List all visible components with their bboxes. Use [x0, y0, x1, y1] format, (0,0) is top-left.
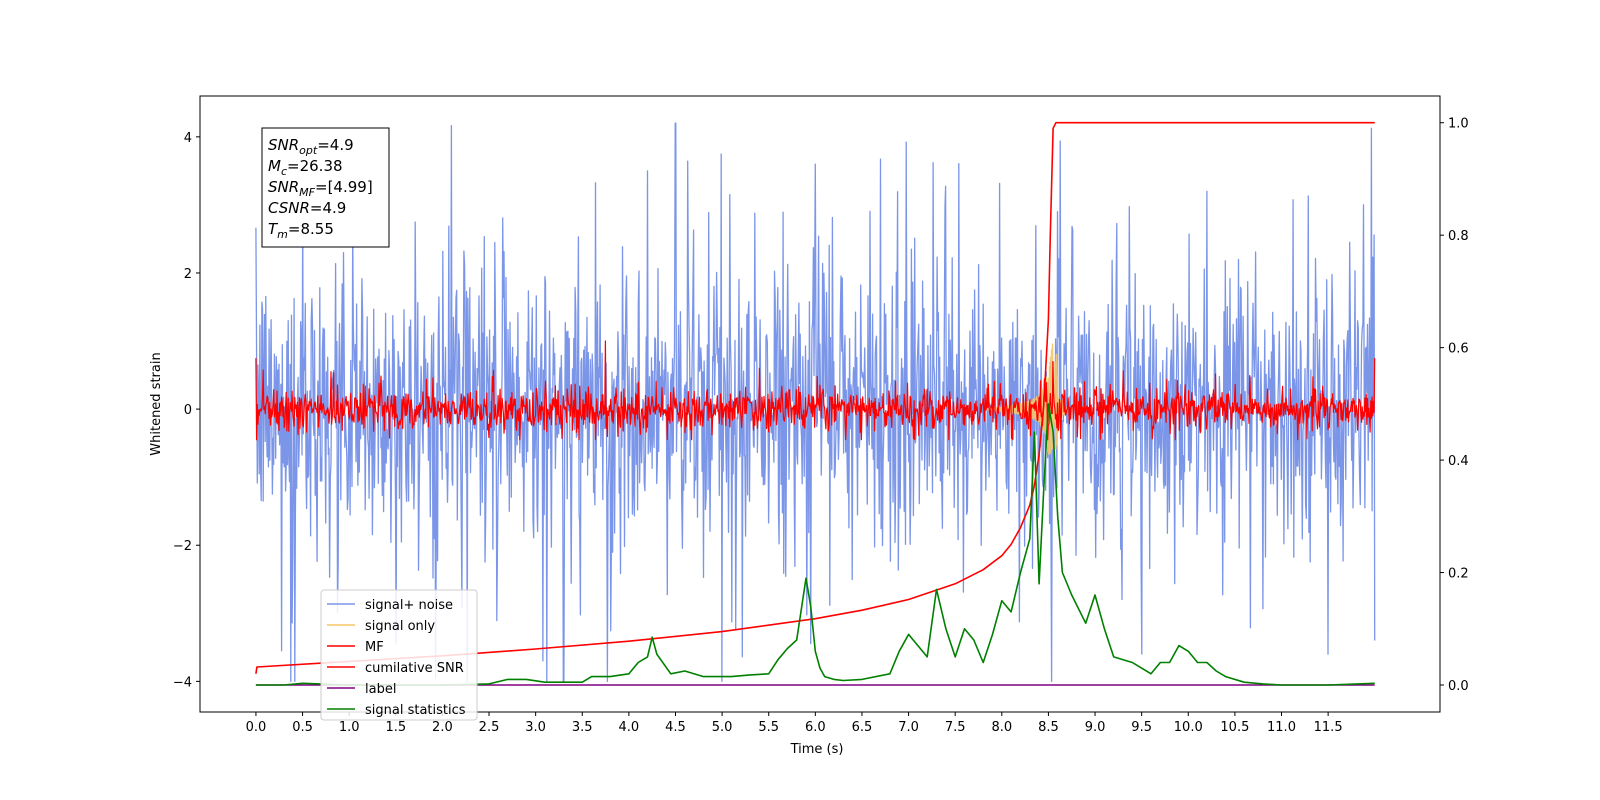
info-symbol: SNR: [268, 178, 299, 196]
legend-label-signal-only: signal only: [365, 619, 435, 634]
y-tick-label: −4: [173, 675, 192, 690]
info-value: =4.9: [317, 136, 353, 154]
legend-frame: [320, 589, 478, 721]
legend: signal+ noise signal only MF cumilative SNR…: [320, 589, 478, 721]
info-subscript: opt: [299, 144, 318, 157]
info-symbol: SNR: [268, 136, 299, 154]
info-line: SNRMF=[4.99]: [268, 178, 373, 199]
x-tick-label: 1.5: [385, 720, 406, 735]
info-subscript: MF: [299, 186, 315, 199]
y2-tick-label: 1.0: [1448, 117, 1469, 132]
legend-label-signal-statistics: signal statistics: [365, 703, 466, 718]
legend-label-cumilative-snr: cumilative SNR: [365, 661, 464, 676]
info-line: Tm=8.55: [268, 220, 334, 241]
x-tick-label: 1.0: [339, 720, 360, 735]
info-line: SNRopt=4.9: [268, 136, 354, 157]
x-tick-label: 5.0: [712, 720, 733, 735]
info-symbol: CSNR: [268, 199, 310, 217]
x-tick-label: 8.5: [1038, 720, 1059, 735]
x-axis-ticks: 0.0 0.5 1.0 1.5 2.0 2.5 3.0 3.5 4.0 4.5 5.0 5.5 6.0 6…: [246, 712, 1343, 735]
x-tick-label: 0.5: [292, 720, 313, 735]
x-tick-label: 4.0: [619, 720, 640, 735]
info-value: =[4.99]: [315, 178, 373, 196]
x-tick-label: 10.0: [1174, 720, 1203, 735]
y-axis-ticks: 4 2 0 −2 −4: [173, 131, 200, 690]
info-line: CSNR=4.9: [268, 199, 346, 217]
info-value: =8.55: [288, 220, 334, 238]
info-subscript: m: [277, 228, 288, 241]
info-line: Mc=26.38: [268, 157, 343, 178]
x-tick-label: 8.0: [991, 720, 1012, 735]
x-tick-label: 3.0: [525, 720, 546, 735]
series-signal-statistics: [255, 403, 1375, 686]
x-tick-label: 0.0: [246, 720, 267, 735]
y-tick-label: 0: [184, 403, 192, 418]
x-tick-label: 6.0: [805, 720, 826, 735]
info-subscript: c: [281, 165, 287, 178]
x-tick-label: 10.5: [1220, 720, 1249, 735]
y2-tick-label: 0.6: [1448, 342, 1469, 357]
x-tick-label: 7.0: [898, 720, 919, 735]
series-cumilative-snr: [255, 121, 1375, 674]
info-value: =4.9: [310, 199, 346, 217]
x-tick-label: 11.0: [1267, 720, 1296, 735]
x-tick-label: 6.5: [852, 720, 873, 735]
y2-tick-label: 0.0: [1448, 679, 1469, 694]
legend-label-label: label: [365, 682, 396, 697]
x-tick-label: 11.5: [1314, 720, 1343, 735]
y2-tick-label: 0.2: [1448, 567, 1469, 582]
series-mf: [255, 340, 1376, 441]
y-tick-label: −2: [173, 539, 192, 554]
plot-frame: [199, 95, 1441, 713]
x-tick-label: 7.5: [945, 720, 966, 735]
x-tick-label: 2.5: [479, 720, 500, 735]
info-value: =26.38: [287, 157, 343, 175]
y2-tick-label: 0.4: [1448, 454, 1469, 469]
y-axis-label: Whitened strain: [149, 352, 164, 455]
y2-tick-label: 0.8: [1448, 229, 1469, 244]
legend-label-signal-noise: signal+ noise: [365, 598, 453, 613]
x-tick-label: 4.5: [665, 720, 686, 735]
x-tick-label: 3.5: [572, 720, 593, 735]
series-layer: [255, 121, 1376, 686]
x-tick-label: 5.5: [758, 720, 779, 735]
x-axis-label: Time (s): [790, 742, 844, 757]
legend-label-mf: MF: [365, 640, 384, 655]
info-symbol: T: [268, 220, 279, 238]
info-box: SNRopt=4.9Mc=26.38SNRMF=[4.99]CSNR=4.9Tm…: [261, 127, 390, 248]
info-box-frame: [261, 127, 390, 248]
y-tick-label: 4: [184, 131, 192, 146]
x-tick-label: 9.0: [1085, 720, 1106, 735]
x-tick-label: 9.5: [1131, 720, 1152, 735]
y2-axis-ticks: 1.0 0.8 0.6 0.4 0.2 0.0: [1440, 117, 1469, 694]
info-symbol: M: [268, 157, 281, 175]
y-tick-label: 2: [184, 267, 192, 282]
x-tick-label: 2.0: [432, 720, 453, 735]
